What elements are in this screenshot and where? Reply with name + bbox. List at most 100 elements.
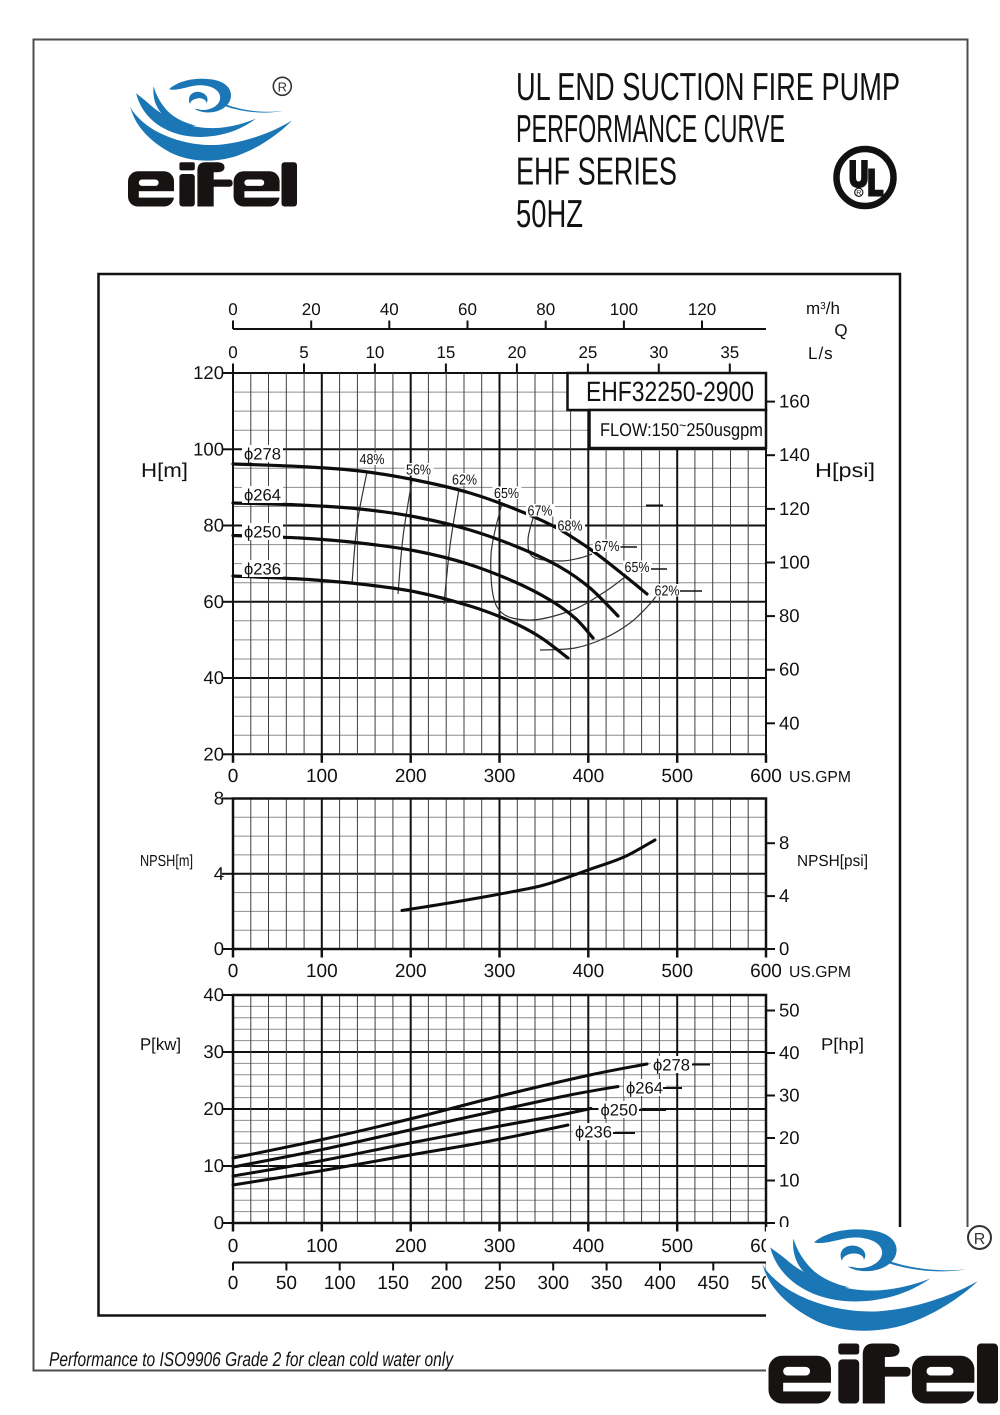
svg-text:H[psi]: H[psi] <box>815 460 875 482</box>
svg-text:30: 30 <box>779 1085 800 1106</box>
svg-text:40: 40 <box>779 712 800 733</box>
svg-text:350: 350 <box>591 1273 623 1294</box>
svg-text:Performance to ISO9906 Grade 2: Performance to ISO9906 Grade 2 for clean… <box>49 1349 454 1371</box>
svg-text:FLOW:150~250usgpm: FLOW:150~250usgpm <box>600 417 763 440</box>
svg-text:100: 100 <box>779 552 810 573</box>
svg-text:P[kw]: P[kw] <box>140 1035 181 1054</box>
svg-text:10: 10 <box>779 1170 800 1191</box>
svg-text:ϕ250: ϕ250 <box>244 524 281 542</box>
svg-text:120: 120 <box>193 362 224 383</box>
svg-text:500: 500 <box>661 961 693 982</box>
svg-text:20: 20 <box>302 300 321 319</box>
svg-text:100: 100 <box>193 438 224 459</box>
svg-text:300: 300 <box>484 766 516 787</box>
svg-text:40: 40 <box>380 300 399 319</box>
svg-text:100: 100 <box>324 1273 356 1294</box>
svg-text:150: 150 <box>377 1273 409 1294</box>
svg-text:140: 140 <box>779 444 810 465</box>
svg-text:100: 100 <box>306 961 338 982</box>
svg-text:500: 500 <box>661 766 693 787</box>
svg-text:EHF32250-2900: EHF32250-2900 <box>586 376 754 407</box>
svg-text:100: 100 <box>306 1236 338 1257</box>
svg-text:25: 25 <box>578 343 597 362</box>
svg-text:m3/h: m3/h <box>806 299 840 318</box>
svg-text:0: 0 <box>779 1212 789 1233</box>
svg-text:4: 4 <box>214 863 224 884</box>
svg-text:65%: 65% <box>494 486 519 502</box>
svg-text:30: 30 <box>203 1041 224 1062</box>
svg-text:400: 400 <box>572 1236 604 1257</box>
svg-text:300: 300 <box>484 1236 516 1257</box>
svg-text:250: 250 <box>484 1273 516 1294</box>
svg-text:60: 60 <box>779 659 800 680</box>
svg-text:120: 120 <box>779 498 810 519</box>
svg-text:EHF SERIES: EHF SERIES <box>516 151 677 194</box>
svg-text:200: 200 <box>395 1236 427 1257</box>
svg-text:40: 40 <box>203 984 224 1005</box>
svg-text:62%: 62% <box>452 473 477 489</box>
svg-text:15: 15 <box>436 343 455 362</box>
svg-text:US.GPM: US.GPM <box>789 964 851 981</box>
svg-text:50: 50 <box>276 1273 297 1294</box>
svg-text:40: 40 <box>779 1042 800 1063</box>
svg-text:0: 0 <box>228 1273 239 1294</box>
svg-text:ϕ278: ϕ278 <box>244 446 281 464</box>
svg-text:50: 50 <box>779 1000 800 1021</box>
svg-text:20: 20 <box>779 1127 800 1148</box>
svg-text:NPSH[psi]: NPSH[psi] <box>797 853 868 870</box>
svg-text:0: 0 <box>228 961 239 982</box>
svg-text:0: 0 <box>214 1212 224 1233</box>
svg-text:200: 200 <box>395 961 427 982</box>
svg-text:0: 0 <box>228 1236 239 1257</box>
svg-text:5: 5 <box>299 343 308 362</box>
svg-text:0: 0 <box>779 938 789 959</box>
svg-text:US.GPM: US.GPM <box>789 769 851 786</box>
svg-text:200: 200 <box>395 766 427 787</box>
svg-text:8: 8 <box>214 788 224 809</box>
svg-text:8: 8 <box>779 832 789 853</box>
svg-text:20: 20 <box>203 1098 224 1119</box>
svg-text:0: 0 <box>228 766 239 787</box>
svg-text:400: 400 <box>572 961 604 982</box>
svg-text:NPSH[m]: NPSH[m] <box>140 853 193 870</box>
svg-text:UL END SUCTION FIRE PUMP: UL END SUCTION FIRE PUMP <box>516 66 900 109</box>
svg-text:PERFORMANCE CURVE: PERFORMANCE CURVE <box>516 108 785 151</box>
svg-text:120: 120 <box>688 300 716 319</box>
svg-text:100: 100 <box>306 766 338 787</box>
svg-text:ϕ236: ϕ236 <box>244 561 281 579</box>
svg-text:0: 0 <box>228 300 237 319</box>
svg-text:10: 10 <box>203 1155 224 1176</box>
svg-text:20: 20 <box>507 343 526 362</box>
svg-text:400: 400 <box>572 766 604 787</box>
svg-text:48%: 48% <box>360 452 385 468</box>
svg-text:300: 300 <box>537 1273 569 1294</box>
svg-text:R: R <box>974 1231 986 1248</box>
svg-text:160: 160 <box>779 391 810 412</box>
svg-text:56%: 56% <box>406 463 431 479</box>
svg-text:35: 35 <box>720 343 739 362</box>
svg-text:R: R <box>278 80 287 95</box>
svg-text:200: 200 <box>431 1273 463 1294</box>
svg-text:400: 400 <box>644 1273 676 1294</box>
svg-text:0: 0 <box>214 938 224 959</box>
svg-text:500: 500 <box>661 1236 693 1257</box>
svg-text:ϕ278: ϕ278 <box>653 1057 690 1075</box>
svg-text:R: R <box>856 190 861 197</box>
svg-text:ϕ264: ϕ264 <box>244 487 281 505</box>
svg-text:300: 300 <box>484 961 516 982</box>
svg-text:ϕ250: ϕ250 <box>601 1102 638 1120</box>
svg-text:80: 80 <box>779 605 800 626</box>
svg-text:65%: 65% <box>625 560 650 576</box>
svg-text:450: 450 <box>697 1273 729 1294</box>
svg-text:ϕ264: ϕ264 <box>626 1080 663 1098</box>
svg-text:67%: 67% <box>595 539 620 555</box>
svg-text:60: 60 <box>458 300 477 319</box>
svg-text:40: 40 <box>203 667 224 688</box>
svg-text:30: 30 <box>649 343 668 362</box>
svg-text:60: 60 <box>203 591 224 612</box>
svg-text:100: 100 <box>610 300 638 319</box>
svg-text:H[m]: H[m] <box>141 460 188 482</box>
svg-text:80: 80 <box>203 515 224 536</box>
svg-text:ϕ236: ϕ236 <box>575 1124 612 1142</box>
svg-text:P[hp]: P[hp] <box>821 1035 864 1054</box>
